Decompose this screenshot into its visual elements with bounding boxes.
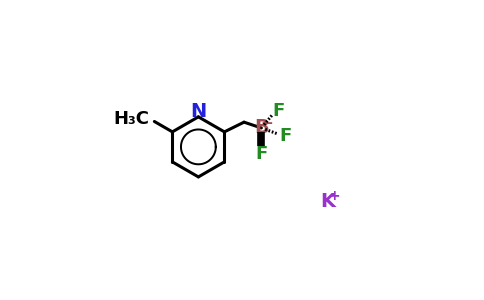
- Text: H₃C: H₃C: [114, 110, 150, 128]
- Text: +: +: [329, 189, 340, 203]
- Text: B: B: [255, 118, 270, 137]
- Text: F: F: [273, 102, 285, 120]
- Text: F: F: [279, 127, 291, 145]
- Text: F: F: [255, 145, 268, 163]
- Text: K: K: [320, 192, 335, 211]
- Text: −: −: [260, 116, 273, 131]
- Text: N: N: [190, 102, 207, 121]
